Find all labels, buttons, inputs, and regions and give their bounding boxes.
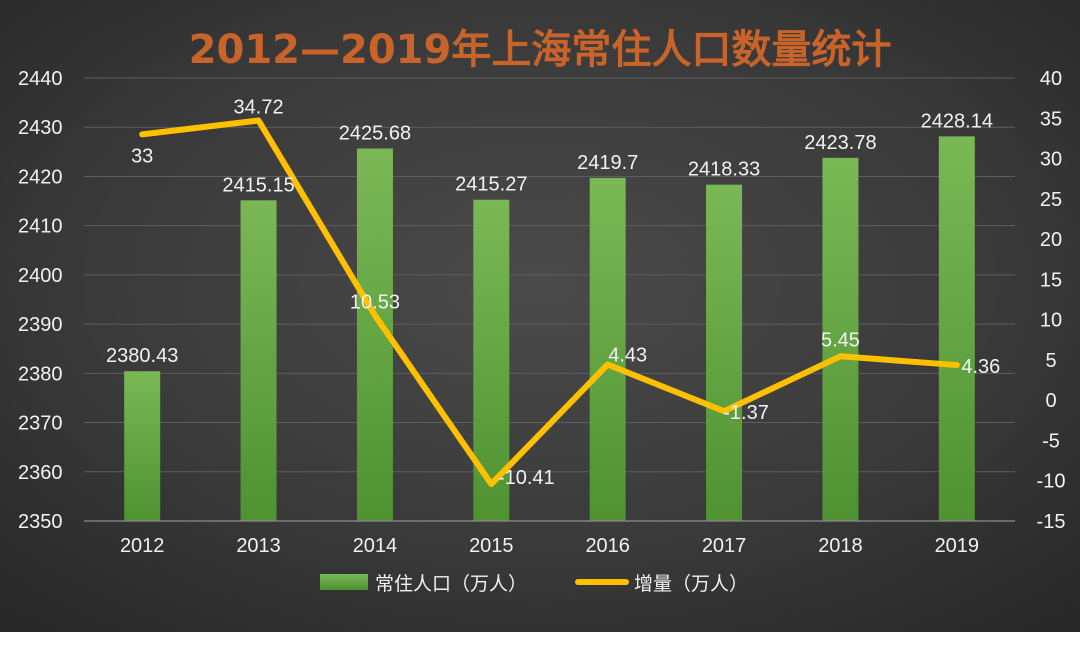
line-data-label: -1.37 [723,402,769,424]
left-axis-tick-label: 2390 [18,314,63,336]
bar [124,371,161,521]
right-axis-tick-label: 5 [1045,350,1056,372]
x-axis-tick-label: 2017 [702,535,747,557]
chart-canvas: 2012—2019年上海常住人口数量统计 2350 2360 2370 2380 239… [18,27,1066,595]
x-axis-tick-label: 2014 [353,535,398,557]
x-axis-tick-label: 2013 [236,535,281,557]
increment-line [139,117,960,488]
left-axis-tick-label: 2360 [18,462,63,484]
legend-label-population: 常住人口（万人） [375,573,527,595]
legend-swatch-population [320,574,368,590]
right-axis-tick-label: -5 [1042,430,1060,452]
bar-data-label: 2425.68 [339,122,411,144]
bar-data-label: 2419.7 [577,152,638,174]
left-axis-tick-label: 2430 [18,117,63,139]
line-data-labels: 33 34.72 10.53 -10.41 4.43 -1.37 5.45 4.36 [131,97,1000,490]
bar [938,136,975,521]
bar-data-label: 2418.33 [688,159,760,181]
bar-data-label: 2415.27 [455,174,527,196]
line-data-label: 33 [131,145,153,167]
left-axis-tick-label: 2350 [18,511,63,533]
line-data-label: -10.41 [498,467,555,489]
right-axis-tick-label: 25 [1040,189,1062,211]
left-axis-tick-label: 2420 [18,166,63,188]
x-axis-tick-label: 2012 [120,535,165,557]
gridlines [84,77,1015,473]
bar [706,184,743,521]
right-axis-tick-label: -10 [1037,471,1066,493]
bar [822,157,859,521]
right-axis-tick-label: 0 [1045,390,1056,412]
right-axis-tick-label: 15 [1040,269,1062,291]
line-data-label: 10.53 [350,291,400,313]
line-data-label: 34.72 [234,97,284,119]
chart-container: 2012—2019年上海常住人口数量统计 2350 2360 2370 2380 239… [0,0,1080,632]
bar-data-label: 2380.43 [106,345,178,367]
left-axis-tick-label: 2370 [18,413,63,435]
legend-label-increment: 增量（万人） [634,573,748,595]
right-axis-tick-label: 30 [1040,149,1062,171]
right-axis-tick-label: 35 [1040,108,1062,130]
left-axis-tick-label: 2400 [18,265,63,287]
bar [589,177,626,521]
legend: 常住人口（万人） 增量（万人） [320,573,748,595]
x-axis-tick-label: 2016 [585,535,630,557]
x-axis-tick-label: 2018 [818,535,863,557]
x-axis-ticks: 2012 2013 2014 2015 2016 2017 2018 2019 [120,535,979,557]
right-axis-tick-label: 20 [1040,229,1062,251]
bar [240,200,277,522]
left-axis-ticks: 2350 2360 2370 2380 2390 2400 2410 2420 2430 2440 [18,68,63,533]
right-axis-tick-label: -15 [1037,511,1066,533]
bar-data-label: 2428.14 [921,110,993,132]
left-axis-tick-label: 2380 [18,363,63,385]
chart-title: 2012—2019年上海常住人口数量统计 [189,27,892,73]
line-data-label: 4.43 [608,345,647,367]
bar-data-label: 2415.15 [222,174,294,196]
bar-data-labels: 2380.43 2415.15 2425.68 2415.27 2419.7 2418.3… [106,110,993,367]
right-axis-tick-label: 40 [1040,68,1062,90]
right-axis-tick-label: 10 [1040,310,1062,332]
x-axis-tick-label: 2019 [935,535,980,557]
x-axis-tick-label: 2015 [469,535,514,557]
bar-data-label: 2423.78 [804,132,876,154]
right-axis-ticks: -15 -10 -5 0 5 10 15 20 25 30 35 40 [1037,68,1066,533]
line-data-label: 5.45 [821,329,860,351]
left-axis-tick-label: 2410 [18,216,63,238]
left-axis-tick-label: 2440 [18,68,63,90]
line-data-label: 4.36 [961,356,1000,378]
line-series [139,117,960,488]
